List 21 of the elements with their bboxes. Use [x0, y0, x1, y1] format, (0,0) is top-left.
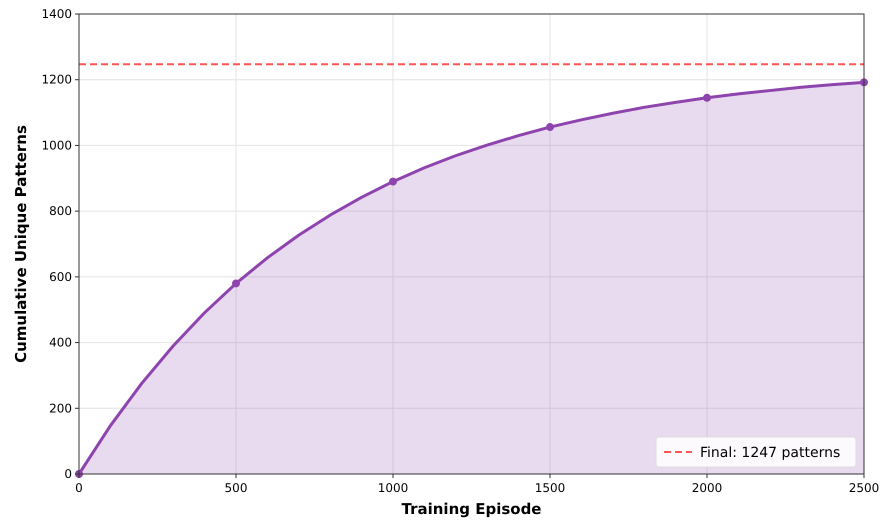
y-tick-label: 0 — [64, 467, 72, 481]
y-tick-label: 400 — [49, 336, 72, 350]
point — [703, 94, 711, 102]
y-tick-label: 1000 — [41, 138, 72, 152]
legend-label: Final: 1247 patterns — [700, 445, 840, 461]
y-tick-label: 1400 — [41, 7, 72, 21]
x-tick-label: 0 — [75, 481, 83, 495]
point — [232, 279, 240, 288]
y-axis-title: Cumulative Unique Patterns — [12, 125, 30, 363]
x-axis-title: Training Episode — [402, 500, 542, 518]
y-tick-label: 200 — [49, 401, 72, 416]
point — [546, 123, 554, 132]
point — [389, 178, 397, 186]
x-tick-label: 500 — [224, 481, 248, 495]
y-tick-label: 600 — [49, 270, 72, 284]
x-tick-label: 1000 — [378, 481, 408, 495]
x-tick-label: 1500 — [534, 481, 566, 495]
y-tick-label: 1200 — [41, 72, 72, 87]
x-tick-label: 2500 — [848, 481, 880, 495]
x-tick-label: 2000 — [692, 481, 722, 495]
y-tick-label: 800 — [49, 204, 72, 218]
